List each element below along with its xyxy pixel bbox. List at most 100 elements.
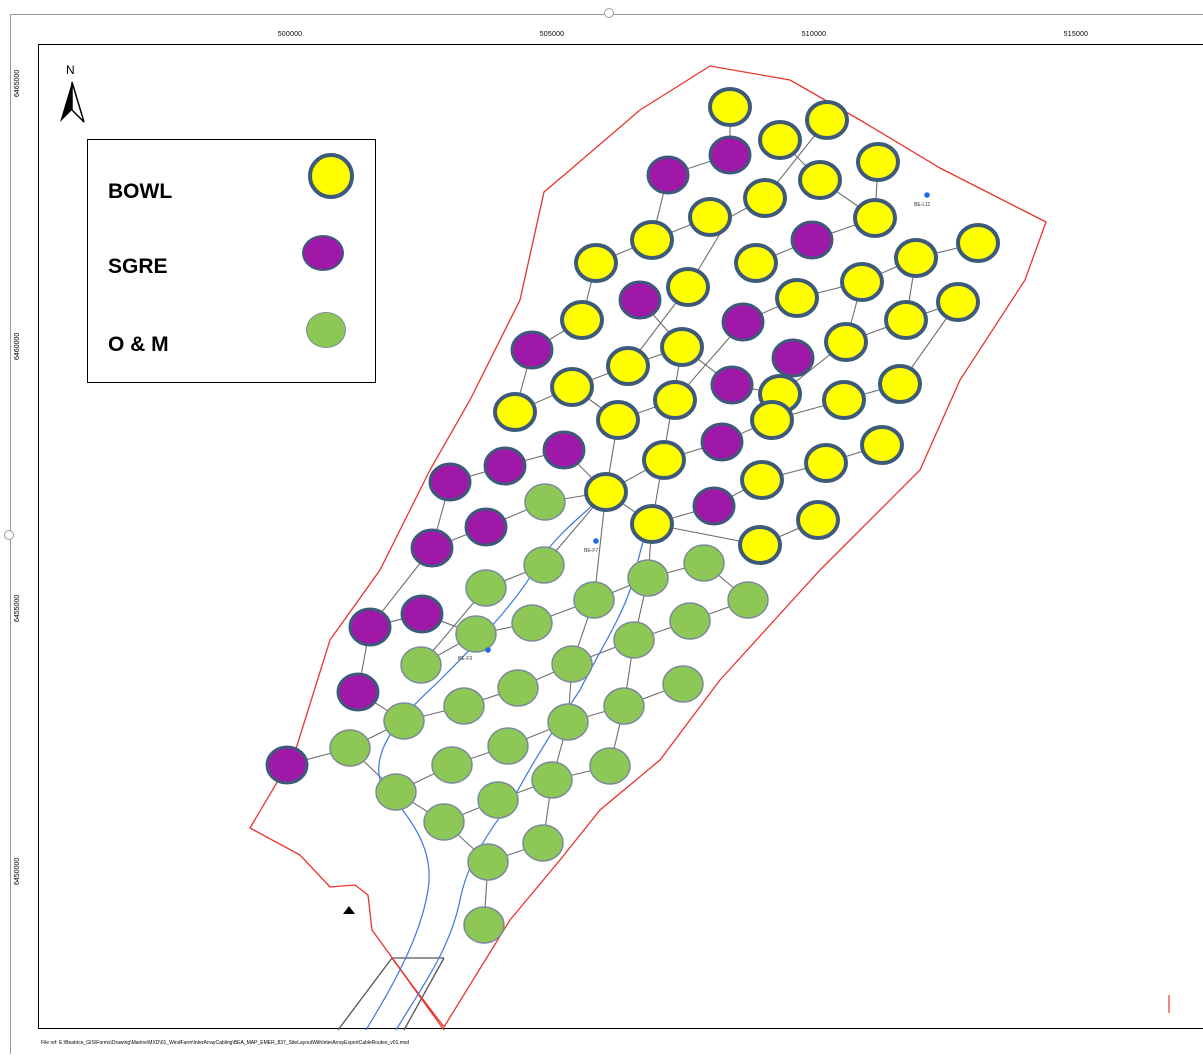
turbine-om bbox=[613, 621, 655, 659]
turbine-bowl bbox=[734, 243, 778, 283]
turbine-bowl bbox=[574, 243, 618, 283]
turbine-bowl bbox=[596, 400, 640, 440]
turbine-bowl bbox=[660, 327, 704, 367]
map-frame bbox=[38, 44, 1203, 1029]
turbine-bowl bbox=[860, 425, 904, 465]
turbine-om bbox=[627, 559, 669, 597]
turbine-bowl bbox=[750, 400, 794, 440]
turbine-bowl bbox=[493, 392, 537, 432]
substation-label: BE-F3 bbox=[458, 656, 472, 662]
turbine-sgre bbox=[790, 220, 834, 260]
turbine-om bbox=[524, 483, 566, 521]
turbine-om bbox=[531, 761, 573, 799]
turbine-bowl bbox=[560, 300, 604, 340]
turbine-om bbox=[727, 581, 769, 619]
turbine-bowl bbox=[804, 443, 848, 483]
turbine-om bbox=[431, 746, 473, 784]
turbine-bowl bbox=[584, 472, 628, 512]
turbine-bowl bbox=[878, 364, 922, 404]
substation-marker bbox=[593, 538, 599, 544]
turbine-sgre bbox=[265, 745, 309, 785]
turbine-om bbox=[589, 747, 631, 785]
turbine-bowl bbox=[936, 282, 980, 322]
turbine-bowl bbox=[688, 197, 732, 237]
turbine-om bbox=[551, 645, 593, 683]
turbine-om bbox=[375, 773, 417, 811]
export-corridor bbox=[337, 957, 445, 1031]
inter-array-cable bbox=[449, 449, 607, 493]
legend: BOWL SGRE O & M bbox=[87, 139, 376, 383]
turbine-om bbox=[662, 665, 704, 703]
turbine-om bbox=[669, 602, 711, 640]
turbine-bowl bbox=[805, 100, 849, 140]
legend-swatch-om bbox=[306, 312, 346, 348]
turbine-bowl bbox=[884, 300, 928, 340]
turbine-om bbox=[465, 569, 507, 607]
turbine-om bbox=[329, 729, 371, 767]
substation-marker bbox=[485, 647, 491, 653]
turbine-om bbox=[547, 703, 589, 741]
page-hole bbox=[4, 530, 14, 540]
turbine-om bbox=[522, 824, 564, 862]
turbine-sgre bbox=[646, 155, 690, 195]
legend-swatch-sgre bbox=[302, 235, 344, 271]
export-cable-route bbox=[395, 523, 653, 1031]
legend-label-bowl: BOWL bbox=[108, 180, 173, 203]
inter-array-cable bbox=[420, 491, 607, 666]
turbine-bowl bbox=[743, 178, 787, 218]
turbine-om bbox=[603, 687, 645, 725]
turbine-bowl bbox=[738, 525, 782, 565]
turbine-om bbox=[523, 546, 565, 584]
substation-label: BE-L11 bbox=[914, 202, 931, 208]
turbine-bowl bbox=[856, 142, 900, 182]
turbine-bowl bbox=[798, 160, 842, 200]
substations: BE-L11 BE-F7 BE-F3 bbox=[458, 192, 931, 662]
turbine-bowl bbox=[653, 380, 697, 420]
turbine-sgre bbox=[618, 280, 662, 320]
turbine-om bbox=[455, 615, 497, 653]
north-label: N bbox=[66, 63, 75, 77]
turbine-om bbox=[423, 803, 465, 841]
corridor-line bbox=[403, 957, 445, 1031]
turbine-bowl bbox=[708, 87, 752, 127]
turbine-layer bbox=[265, 87, 1000, 944]
site-boundary bbox=[249, 65, 1047, 1029]
inter-array-cable bbox=[651, 107, 731, 241]
turbine-bowl bbox=[822, 380, 866, 420]
inter-array-cable bbox=[431, 491, 607, 549]
turbine-bowl bbox=[840, 262, 884, 302]
turbine-om bbox=[467, 843, 509, 881]
turbine-sgre bbox=[510, 330, 554, 370]
turbine-sgre bbox=[708, 135, 752, 175]
turbine-bowl bbox=[642, 440, 686, 480]
turbine-bowl bbox=[796, 500, 840, 540]
turbine-sgre bbox=[336, 672, 380, 712]
turbine-sgre bbox=[721, 302, 765, 342]
turbine-bowl bbox=[758, 120, 802, 160]
legend-swatch-bowl bbox=[308, 153, 354, 199]
turbine-om bbox=[487, 727, 529, 765]
turbine-bowl bbox=[740, 460, 784, 500]
turbine-sgre bbox=[771, 338, 815, 378]
turbine-bowl bbox=[853, 198, 897, 238]
turbine-bowl bbox=[775, 278, 819, 318]
legend-label-sgre: SGRE bbox=[108, 255, 168, 278]
turbine-sgre bbox=[710, 365, 754, 405]
inter-array-cable bbox=[651, 519, 819, 546]
landfall-marker-icon bbox=[343, 906, 355, 914]
turbine-sgre bbox=[692, 486, 736, 526]
turbine-sgre bbox=[410, 528, 454, 568]
substation-marker bbox=[924, 192, 930, 198]
turbine-om bbox=[477, 781, 519, 819]
turbine-sgre bbox=[348, 607, 392, 647]
turbine-bowl bbox=[630, 220, 674, 260]
turbine-sgre bbox=[464, 507, 508, 547]
x-tick-label: 510000 bbox=[801, 31, 827, 38]
turbine-bowl bbox=[666, 267, 710, 307]
turbine-bowl bbox=[894, 238, 938, 278]
x-tick-label: 505000 bbox=[539, 31, 565, 38]
turbine-sgre bbox=[700, 422, 744, 462]
turbine-bowl bbox=[956, 223, 1000, 263]
turbine-om bbox=[573, 581, 615, 619]
